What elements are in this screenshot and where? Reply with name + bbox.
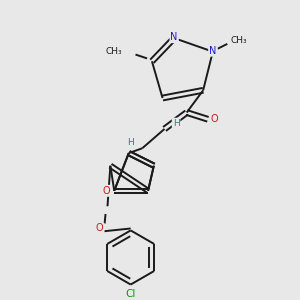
Text: H: H xyxy=(173,119,179,128)
Text: Cl: Cl xyxy=(125,289,136,299)
Text: O: O xyxy=(211,114,219,124)
Text: O: O xyxy=(103,186,110,196)
Text: H: H xyxy=(127,138,134,147)
Text: N: N xyxy=(170,32,178,42)
Text: N: N xyxy=(209,46,217,56)
Text: CH₃: CH₃ xyxy=(231,35,247,44)
Text: O: O xyxy=(96,224,103,233)
Text: CH₃: CH₃ xyxy=(105,47,122,56)
